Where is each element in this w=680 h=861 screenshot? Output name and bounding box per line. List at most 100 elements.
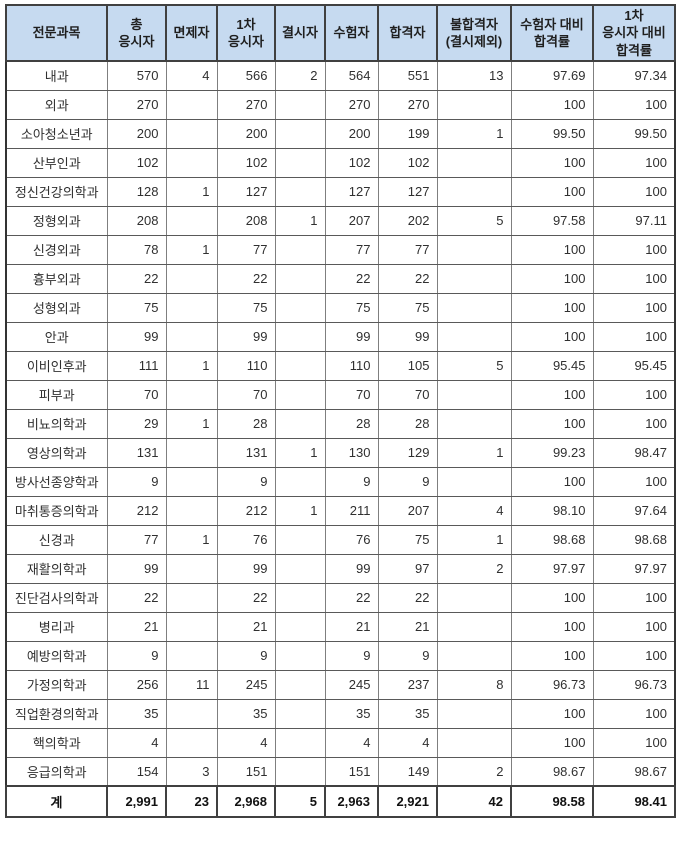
value-cell: 100 [510,263,594,294]
value-cell [165,147,218,178]
value-cell: 21 [377,611,438,642]
table-row: 응급의학과 154 3 151 151 149 2 98.67 98.67 [5,756,676,787]
specialty-cell: 핵의학과 [5,727,108,758]
value-cell: 151 [216,756,276,787]
value-cell: 100 [592,379,676,410]
value-cell: 100 [592,176,676,207]
value-cell: 270 [106,89,167,120]
value-cell: 70 [377,379,438,410]
value-cell: 21 [324,611,379,642]
value-cell: 100 [510,727,594,758]
value-cell: 100 [510,89,594,120]
specialty-cell: 예방의학과 [5,640,108,671]
value-cell: 551 [377,60,438,91]
value-cell: 75 [324,292,379,323]
value-cell: 98.58 [510,785,594,818]
specialty-cell: 재활의학과 [5,553,108,584]
value-cell [165,611,218,642]
value-cell [436,466,512,497]
value-cell: 212 [216,495,276,526]
value-cell [436,176,512,207]
value-cell: 207 [377,495,438,526]
value-cell: 100 [510,611,594,642]
table-row: 가정의학과 256 11 245 245 237 8 96.73 96.73 [5,669,676,700]
value-cell: 99 [216,553,276,584]
table-row: 직업환경의학과 35 35 35 35 100 100 [5,698,676,729]
value-cell: 2,921 [377,785,438,818]
specialty-cell: 방사선종양학과 [5,466,108,497]
value-cell [274,727,326,758]
table-row: 핵의학과 4 4 4 4 100 100 [5,727,676,758]
value-cell [165,379,218,410]
value-cell: 35 [324,698,379,729]
table-row: 방사선종양학과 9 9 9 9 100 100 [5,466,676,497]
value-cell [436,640,512,671]
value-cell [165,89,218,120]
value-cell: 95.45 [510,350,594,381]
value-cell [165,466,218,497]
value-cell [436,321,512,352]
value-cell: 100 [592,234,676,265]
value-cell: 4 [106,727,167,758]
value-cell: 131 [216,437,276,468]
value-cell [274,147,326,178]
value-cell: 100 [510,147,594,178]
value-cell: 100 [592,640,676,671]
value-cell: 70 [216,379,276,410]
value-cell: 128 [106,176,167,207]
value-cell: 100 [592,321,676,352]
value-cell: 1 [274,495,326,526]
value-cell: 98.68 [592,524,676,555]
value-cell: 9 [106,640,167,671]
value-cell: 270 [324,89,379,120]
value-cell: 100 [592,89,676,120]
value-cell: 11 [165,669,218,700]
column-header: 결시자 [274,4,326,62]
value-cell: 22 [216,263,276,294]
value-cell: 200 [324,118,379,149]
value-cell: 98.47 [592,437,676,468]
value-cell: 1 [436,118,512,149]
specialty-cell: 흉부외과 [5,263,108,294]
table-row: 정형외과 208 208 1 207 202 5 97.58 97.11 [5,205,676,236]
value-cell: 78 [106,234,167,265]
value-cell: 95.45 [592,350,676,381]
table-row: 정신건강의학과 128 1 127 127 127 100 100 [5,176,676,207]
value-cell [436,611,512,642]
value-cell: 111 [106,350,167,381]
value-cell [436,292,512,323]
table-row: 외과 270 270 270 270 100 100 [5,89,676,120]
specialty-cell: 병리과 [5,611,108,642]
column-header: 1차 응시자 [216,4,276,62]
table-body: 내과 570 4 566 2 564 551 13 97.69 97.34 외과 270 270 270 2… [5,60,676,818]
table-row: 성형외과 75 75 75 75 100 100 [5,292,676,323]
table-row: 비뇨의학과 29 1 28 28 28 100 100 [5,408,676,439]
value-cell [436,727,512,758]
value-cell: 5 [436,205,512,236]
value-cell: 3 [165,756,218,787]
value-cell: 100 [592,263,676,294]
value-cell: 2,963 [324,785,379,818]
value-cell: 99 [216,321,276,352]
value-cell: 22 [377,263,438,294]
value-cell [274,524,326,555]
value-cell: 100 [510,321,594,352]
specialty-cell: 정신건강의학과 [5,176,108,207]
value-cell [274,292,326,323]
table-row: 산부인과 102 102 102 102 100 100 [5,147,676,178]
specialty-cell: 신경과 [5,524,108,555]
value-cell [165,118,218,149]
value-cell [274,582,326,613]
specialty-cell: 직업환경의학과 [5,698,108,729]
column-header: 불합격자 (결시제외) [436,4,512,62]
value-cell: 1 [165,408,218,439]
value-cell [436,582,512,613]
value-cell: 97.97 [592,553,676,584]
value-cell [274,176,326,207]
value-cell: 1 [436,437,512,468]
specialty-cell: 영상의학과 [5,437,108,468]
table-row: 피부과 70 70 70 70 100 100 [5,379,676,410]
value-cell: 199 [377,118,438,149]
value-cell: 1 [165,234,218,265]
value-cell: 564 [324,60,379,91]
